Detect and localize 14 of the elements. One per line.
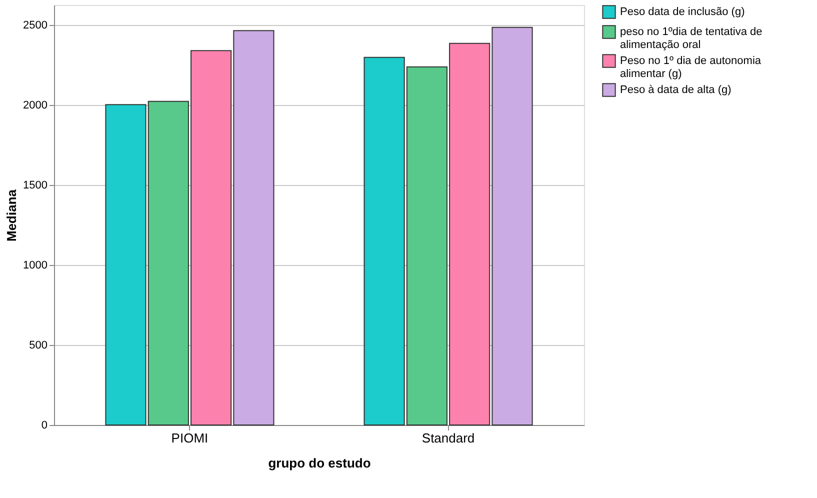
y-tick-label: 2500 [23, 20, 48, 32]
y-tick-label: 1000 [23, 260, 48, 272]
y-tick-label: 500 [29, 340, 48, 352]
legend-label: Peso no 1º dia de autonomia alimentar (g) [620, 55, 762, 80]
y-tick-label: 1500 [23, 180, 48, 192]
x-tick-label: PIOMI [171, 430, 208, 446]
legend-label: peso no 1ºdia de tentativa de alimentação oral [620, 26, 762, 51]
legend-label: Peso data de inclusão (g) [620, 6, 745, 18]
y-tick-label: 0 [41, 420, 48, 432]
y-axis-title: Mediana [4, 188, 20, 242]
x-axis-title: grupo do estudo [268, 456, 371, 470]
legend-label: Peso à data de alta (g) [620, 84, 732, 96]
x-tick-label: Standard [422, 430, 475, 446]
y-tick-label: 2000 [23, 100, 48, 112]
